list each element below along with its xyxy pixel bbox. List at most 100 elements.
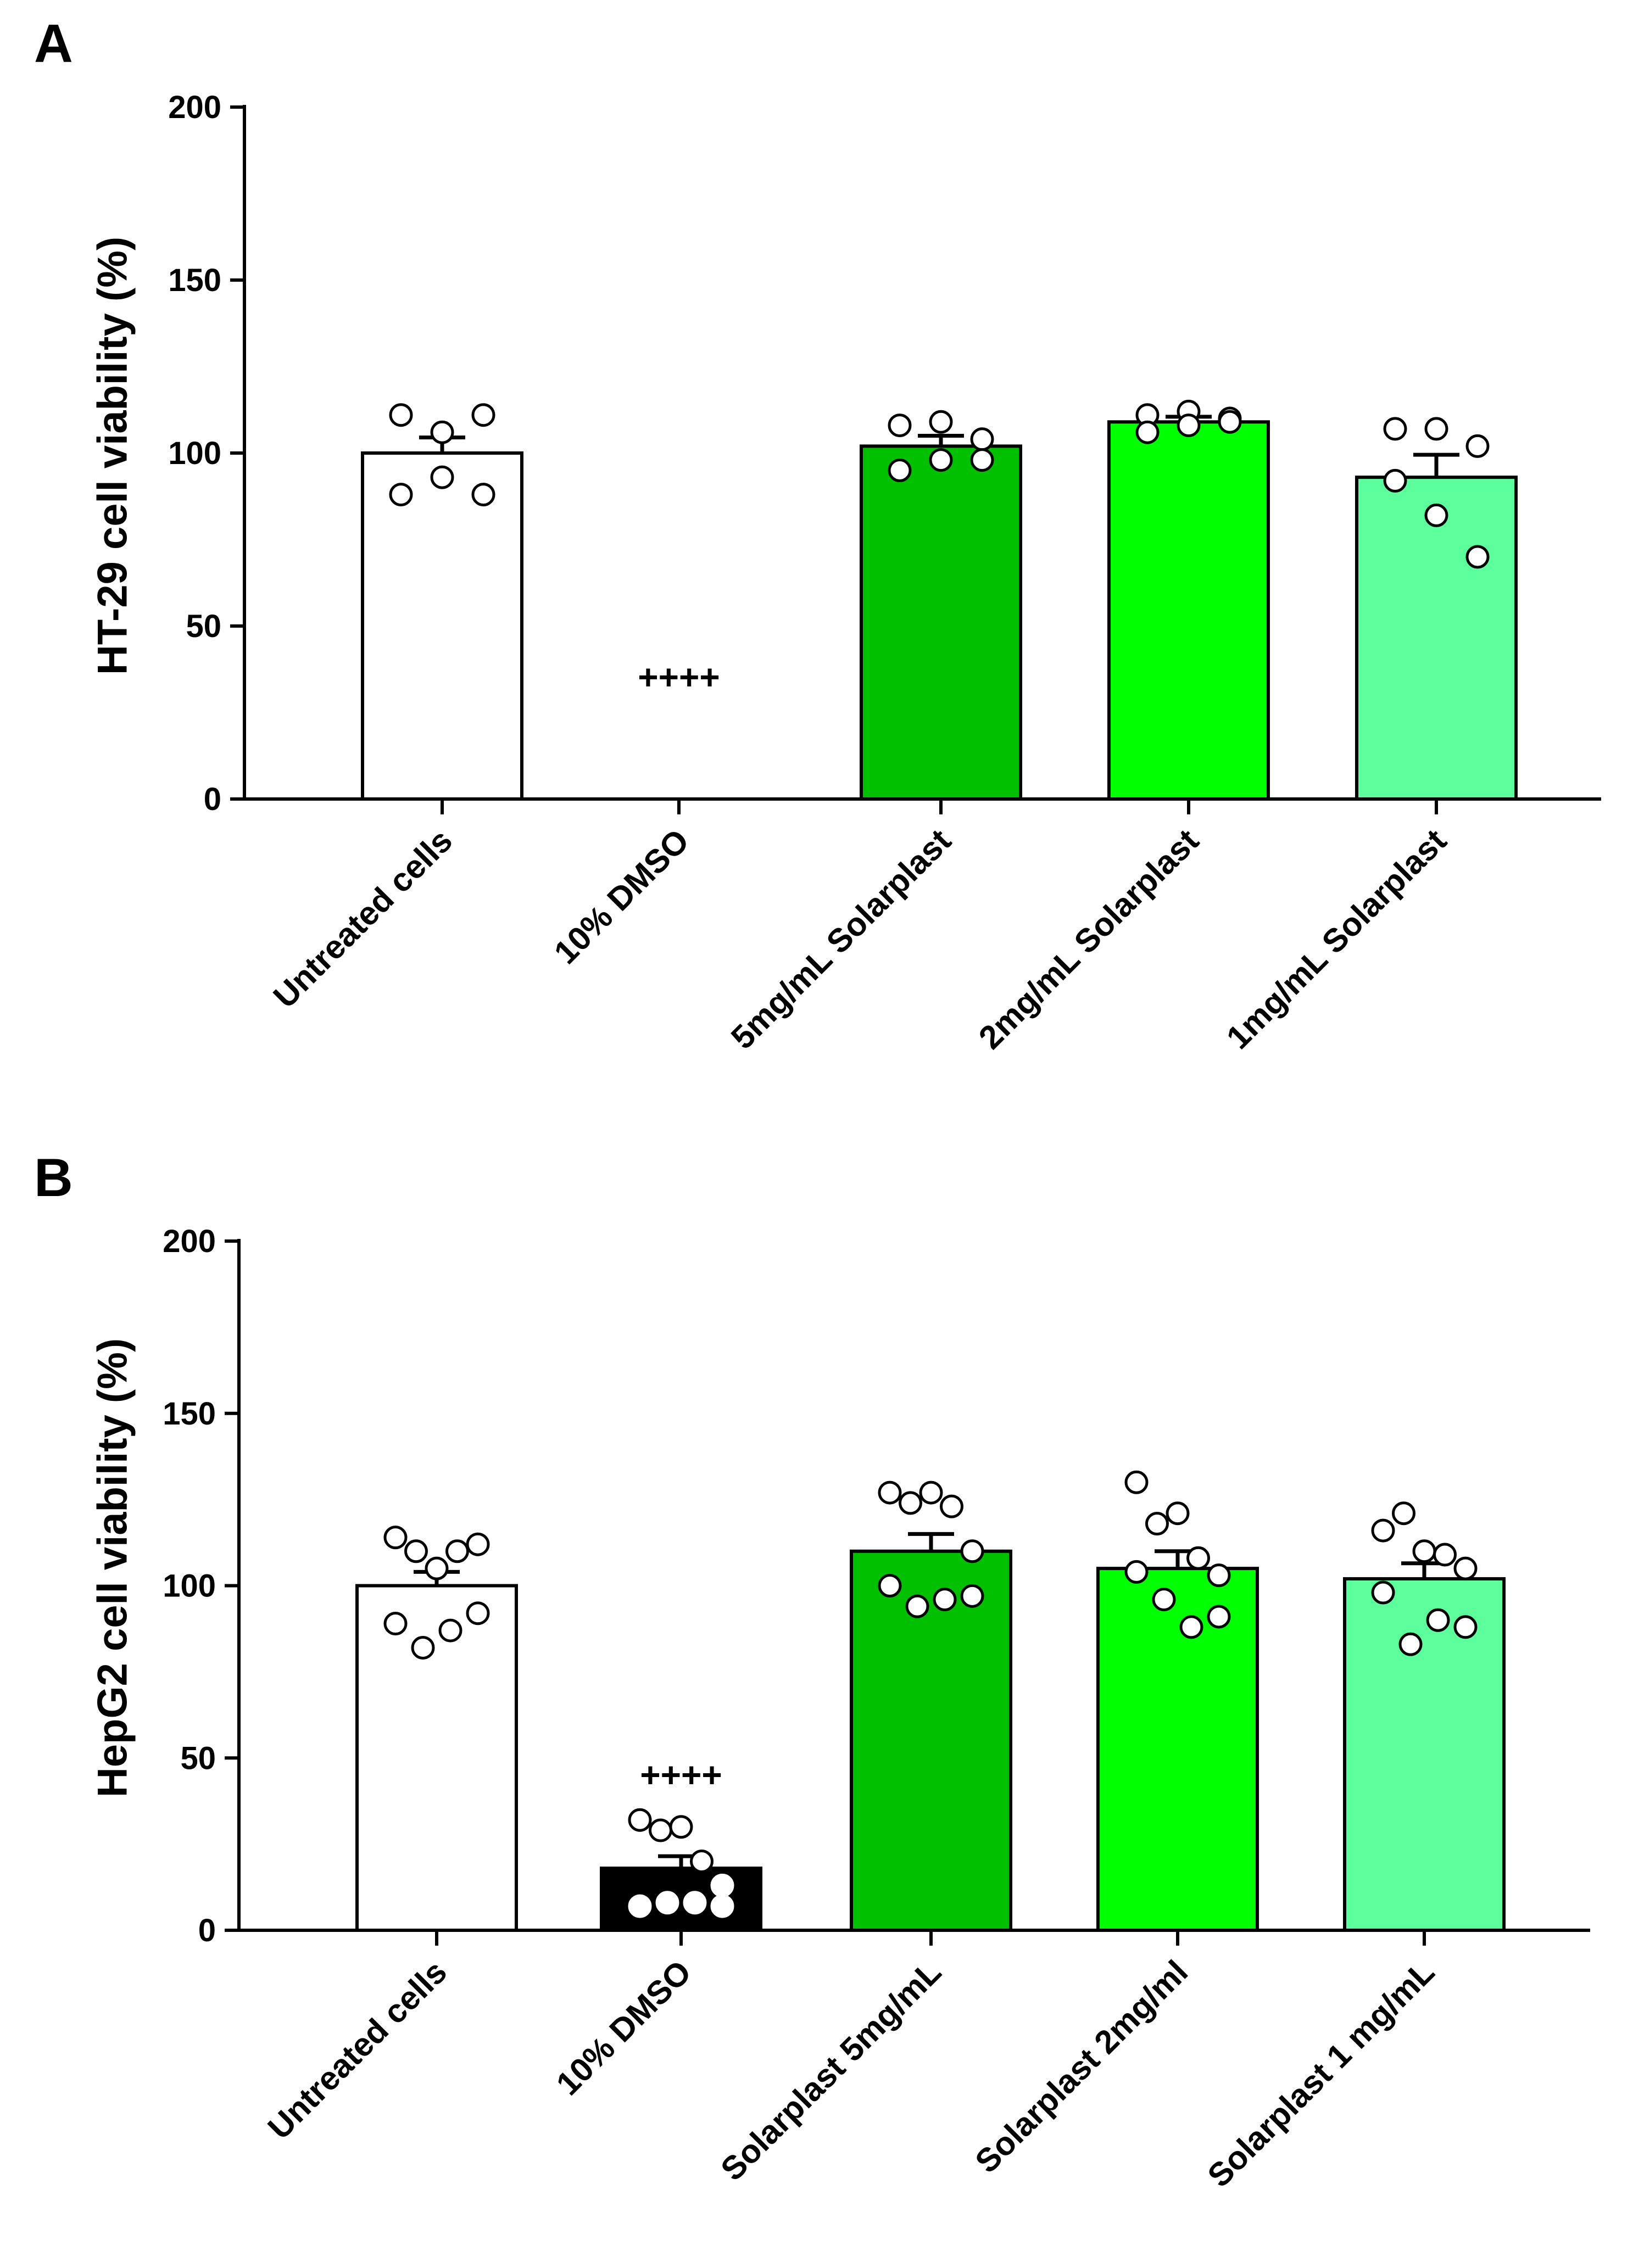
- data-point: [669, 1815, 693, 1839]
- panel-letter: B: [34, 1147, 73, 1208]
- data-point: [878, 1574, 902, 1597]
- y-tick-label: 100: [168, 435, 221, 471]
- data-point: [960, 1584, 984, 1608]
- data-point: [960, 1539, 984, 1563]
- y-tick-label: 200: [168, 90, 221, 125]
- data-point: [888, 414, 912, 438]
- panel-a: A HT-29 cell viability (%) 0 50 100 150 200 U…: [34, 13, 1601, 1056]
- data-point: [466, 1601, 490, 1625]
- axis-break-dot: [250, 797, 254, 801]
- data-point: [1177, 414, 1201, 438]
- data-point: [438, 1618, 462, 1643]
- data-point: [1135, 420, 1160, 444]
- data-point: [1426, 1608, 1450, 1632]
- data-point: [445, 1539, 469, 1563]
- y-tick-label: 100: [163, 1568, 216, 1604]
- x-tick-label: 5mg/mL Solarplast: [724, 822, 958, 1056]
- data-point: [710, 1894, 734, 1918]
- data-point: [1179, 1615, 1203, 1639]
- data-point: [1398, 1632, 1423, 1656]
- data-point: [905, 1594, 929, 1618]
- data-point: [929, 448, 953, 472]
- data-point: [1453, 1615, 1478, 1639]
- x-tick-label: 10% DMSO: [547, 822, 696, 971]
- axis-break-dot: [258, 1929, 261, 1932]
- axis-break-dot: [252, 1929, 255, 1932]
- data-point: [888, 459, 912, 482]
- y-tick-label: 0: [204, 781, 221, 817]
- data-point: [1453, 1556, 1478, 1580]
- panel-letter: A: [34, 13, 73, 74]
- data-point: [683, 1891, 707, 1915]
- panel-b: B HepG2 cell viability (%) 0 50 100 150 200 U…: [0, 1134, 1633, 2268]
- data-point: [1207, 1563, 1231, 1588]
- data-point: [466, 1532, 490, 1556]
- bar: [361, 451, 523, 801]
- x-tick-label: Untreated cells: [266, 822, 460, 1015]
- bar: [1107, 420, 1270, 801]
- data-point: [1166, 1501, 1190, 1526]
- data-point: [899, 1491, 922, 1515]
- data-point: [1371, 1518, 1395, 1543]
- data-point: [471, 483, 495, 507]
- data-point: [411, 1635, 435, 1660]
- data-point: [655, 1891, 679, 1915]
- bar: [1355, 476, 1518, 801]
- data-point: [690, 1850, 714, 1873]
- data-point: [1465, 545, 1490, 569]
- data-point: [628, 1808, 652, 1832]
- bar: [1096, 1567, 1259, 1932]
- data-point: [1412, 1539, 1436, 1563]
- y-tick-label: 50: [186, 608, 221, 644]
- x-tick-label: Untreated cells: [261, 1953, 454, 2147]
- data-point: [1124, 1470, 1149, 1494]
- x-tick-label: Solarplast 2mg/ml: [968, 1953, 1195, 2180]
- data-point: [425, 1556, 449, 1580]
- axis-break-dot: [257, 797, 260, 801]
- data-point: [389, 483, 413, 507]
- significance-label: ++++: [638, 657, 720, 697]
- x-tick-label: 1mg/mL Solarplast: [1219, 822, 1453, 1056]
- data-point: [1465, 434, 1490, 458]
- significance-label: ++++: [640, 1755, 722, 1795]
- bar: [600, 1867, 762, 1932]
- x-tick-label: Solarplast 5mg/mL: [714, 1953, 948, 2188]
- data-point: [929, 410, 953, 434]
- data-point: [878, 1481, 902, 1505]
- x-tick-label: 10% DMSO: [549, 1953, 698, 2102]
- y-tick-label: 150: [163, 1396, 216, 1432]
- data-point: [404, 1539, 428, 1563]
- data-point: [1152, 1588, 1176, 1612]
- axis-break-dot: [245, 1929, 248, 1932]
- bar: [860, 444, 1022, 801]
- data-point: [1124, 1560, 1149, 1584]
- data-point: [628, 1894, 652, 1918]
- y-tick-label: 50: [180, 1740, 216, 1776]
- y-tick-label: 200: [163, 1224, 216, 1259]
- data-point: [1207, 1605, 1231, 1629]
- data-point: [430, 465, 454, 489]
- data-point: [1145, 1512, 1169, 1536]
- data-point: [1186, 1546, 1210, 1570]
- data-point: [1218, 410, 1242, 434]
- x-tick-label: Solarplast 1 mg/mL: [1200, 1953, 1441, 2194]
- x-tick-label: 2mg/mL Solarplast: [972, 822, 1206, 1056]
- data-point: [471, 403, 495, 427]
- data-point: [430, 420, 454, 444]
- bar: [850, 1549, 1012, 1932]
- data-point: [1383, 417, 1407, 441]
- data-point: [389, 403, 413, 427]
- data-point: [970, 448, 994, 472]
- data-point: [710, 1873, 734, 1897]
- data-point: [1433, 1543, 1457, 1567]
- data-point: [1392, 1501, 1415, 1526]
- data-point: [1383, 468, 1407, 493]
- y-tick-label: 0: [198, 1913, 216, 1948]
- data-point: [649, 1818, 672, 1842]
- data-point: [383, 1526, 408, 1550]
- bar: [1343, 1577, 1506, 1932]
- y-tick-label: 150: [168, 262, 221, 298]
- data-point: [1371, 1580, 1395, 1605]
- bar: [355, 1584, 518, 1932]
